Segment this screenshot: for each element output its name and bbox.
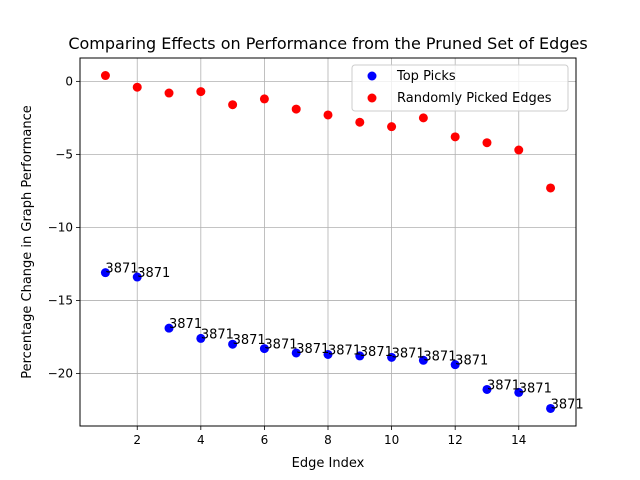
data-point xyxy=(323,349,333,359)
x-tick-label: 12 xyxy=(448,433,463,447)
data-point xyxy=(418,355,428,365)
data-point xyxy=(387,352,397,362)
data-label: 3871 xyxy=(360,345,393,360)
data-label: 3871 xyxy=(233,333,266,348)
axis-ticks: 2 4 6 8 10 12 14 0 −5 −10 −15 −20 xyxy=(48,74,527,447)
x-tick-label: 4 xyxy=(197,433,205,447)
data-point xyxy=(100,268,110,278)
x-tick-label: 6 xyxy=(261,433,269,447)
legend-marker-random-edges xyxy=(367,93,377,103)
data-point xyxy=(450,132,460,142)
x-axis-label: Edge Index xyxy=(292,456,365,471)
data-label: 3871 xyxy=(519,381,552,396)
data-point xyxy=(132,82,142,92)
data-point xyxy=(514,145,524,155)
data-point xyxy=(355,351,365,361)
data-point xyxy=(132,272,142,282)
data-point xyxy=(228,339,238,349)
x-tick-label: 2 xyxy=(133,433,141,447)
y-axis-label: Percentage Change in Graph Performance xyxy=(20,105,35,379)
chart-title: Comparing Effects on Performance from th… xyxy=(68,34,587,53)
y-tick-label: −5 xyxy=(55,147,73,161)
legend: Top Picks Randomly Picked Edges xyxy=(351,64,569,112)
grid-lines xyxy=(80,58,576,426)
data-point xyxy=(196,87,206,97)
data-label: 3871 xyxy=(264,338,297,353)
data-point xyxy=(387,122,397,132)
data-label: 3871 xyxy=(296,342,329,357)
data-point xyxy=(546,183,556,193)
legend-label-top-picks: Top Picks xyxy=(396,69,456,84)
data-label: 3871 xyxy=(328,343,361,358)
data-point xyxy=(164,88,174,98)
y-tick-label: −10 xyxy=(48,220,73,234)
data-label: 3871 xyxy=(551,397,584,412)
legend-marker-top-picks xyxy=(367,71,377,81)
data-point xyxy=(291,348,301,358)
data-point xyxy=(259,344,269,354)
data-label: 3871 xyxy=(137,266,170,281)
data-point xyxy=(196,333,206,343)
data-point xyxy=(323,110,333,120)
y-tick-label: −15 xyxy=(48,293,73,307)
y-tick-label: −20 xyxy=(48,366,73,380)
data-labels: 3871387138713871387138713871387138713871… xyxy=(105,262,583,413)
data-label: 3871 xyxy=(105,262,138,277)
data-point xyxy=(482,138,492,148)
data-point xyxy=(291,104,301,114)
data-point xyxy=(164,323,174,333)
x-tick-label: 14 xyxy=(511,433,526,447)
data-point xyxy=(482,384,492,394)
data-point xyxy=(259,94,269,104)
data-point xyxy=(418,113,428,123)
data-label: 3871 xyxy=(201,327,234,342)
data-label: 3871 xyxy=(392,346,425,361)
data-label: 3871 xyxy=(487,378,520,393)
data-point xyxy=(100,71,110,81)
y-tick-label: 0 xyxy=(65,74,73,88)
legend-box xyxy=(351,64,569,112)
data-point xyxy=(355,117,365,127)
data-label: 3871 xyxy=(169,317,202,332)
x-tick-label: 10 xyxy=(384,433,399,447)
data-point xyxy=(228,100,238,110)
data-point xyxy=(546,403,556,413)
data-point xyxy=(450,360,460,370)
data-point xyxy=(514,387,524,397)
data-label: 3871 xyxy=(455,354,488,369)
data-points xyxy=(100,71,556,413)
x-tick-label: 8 xyxy=(324,433,332,447)
legend-label-random-edges: Randomly Picked Edges xyxy=(397,91,552,106)
data-label: 3871 xyxy=(423,349,456,364)
